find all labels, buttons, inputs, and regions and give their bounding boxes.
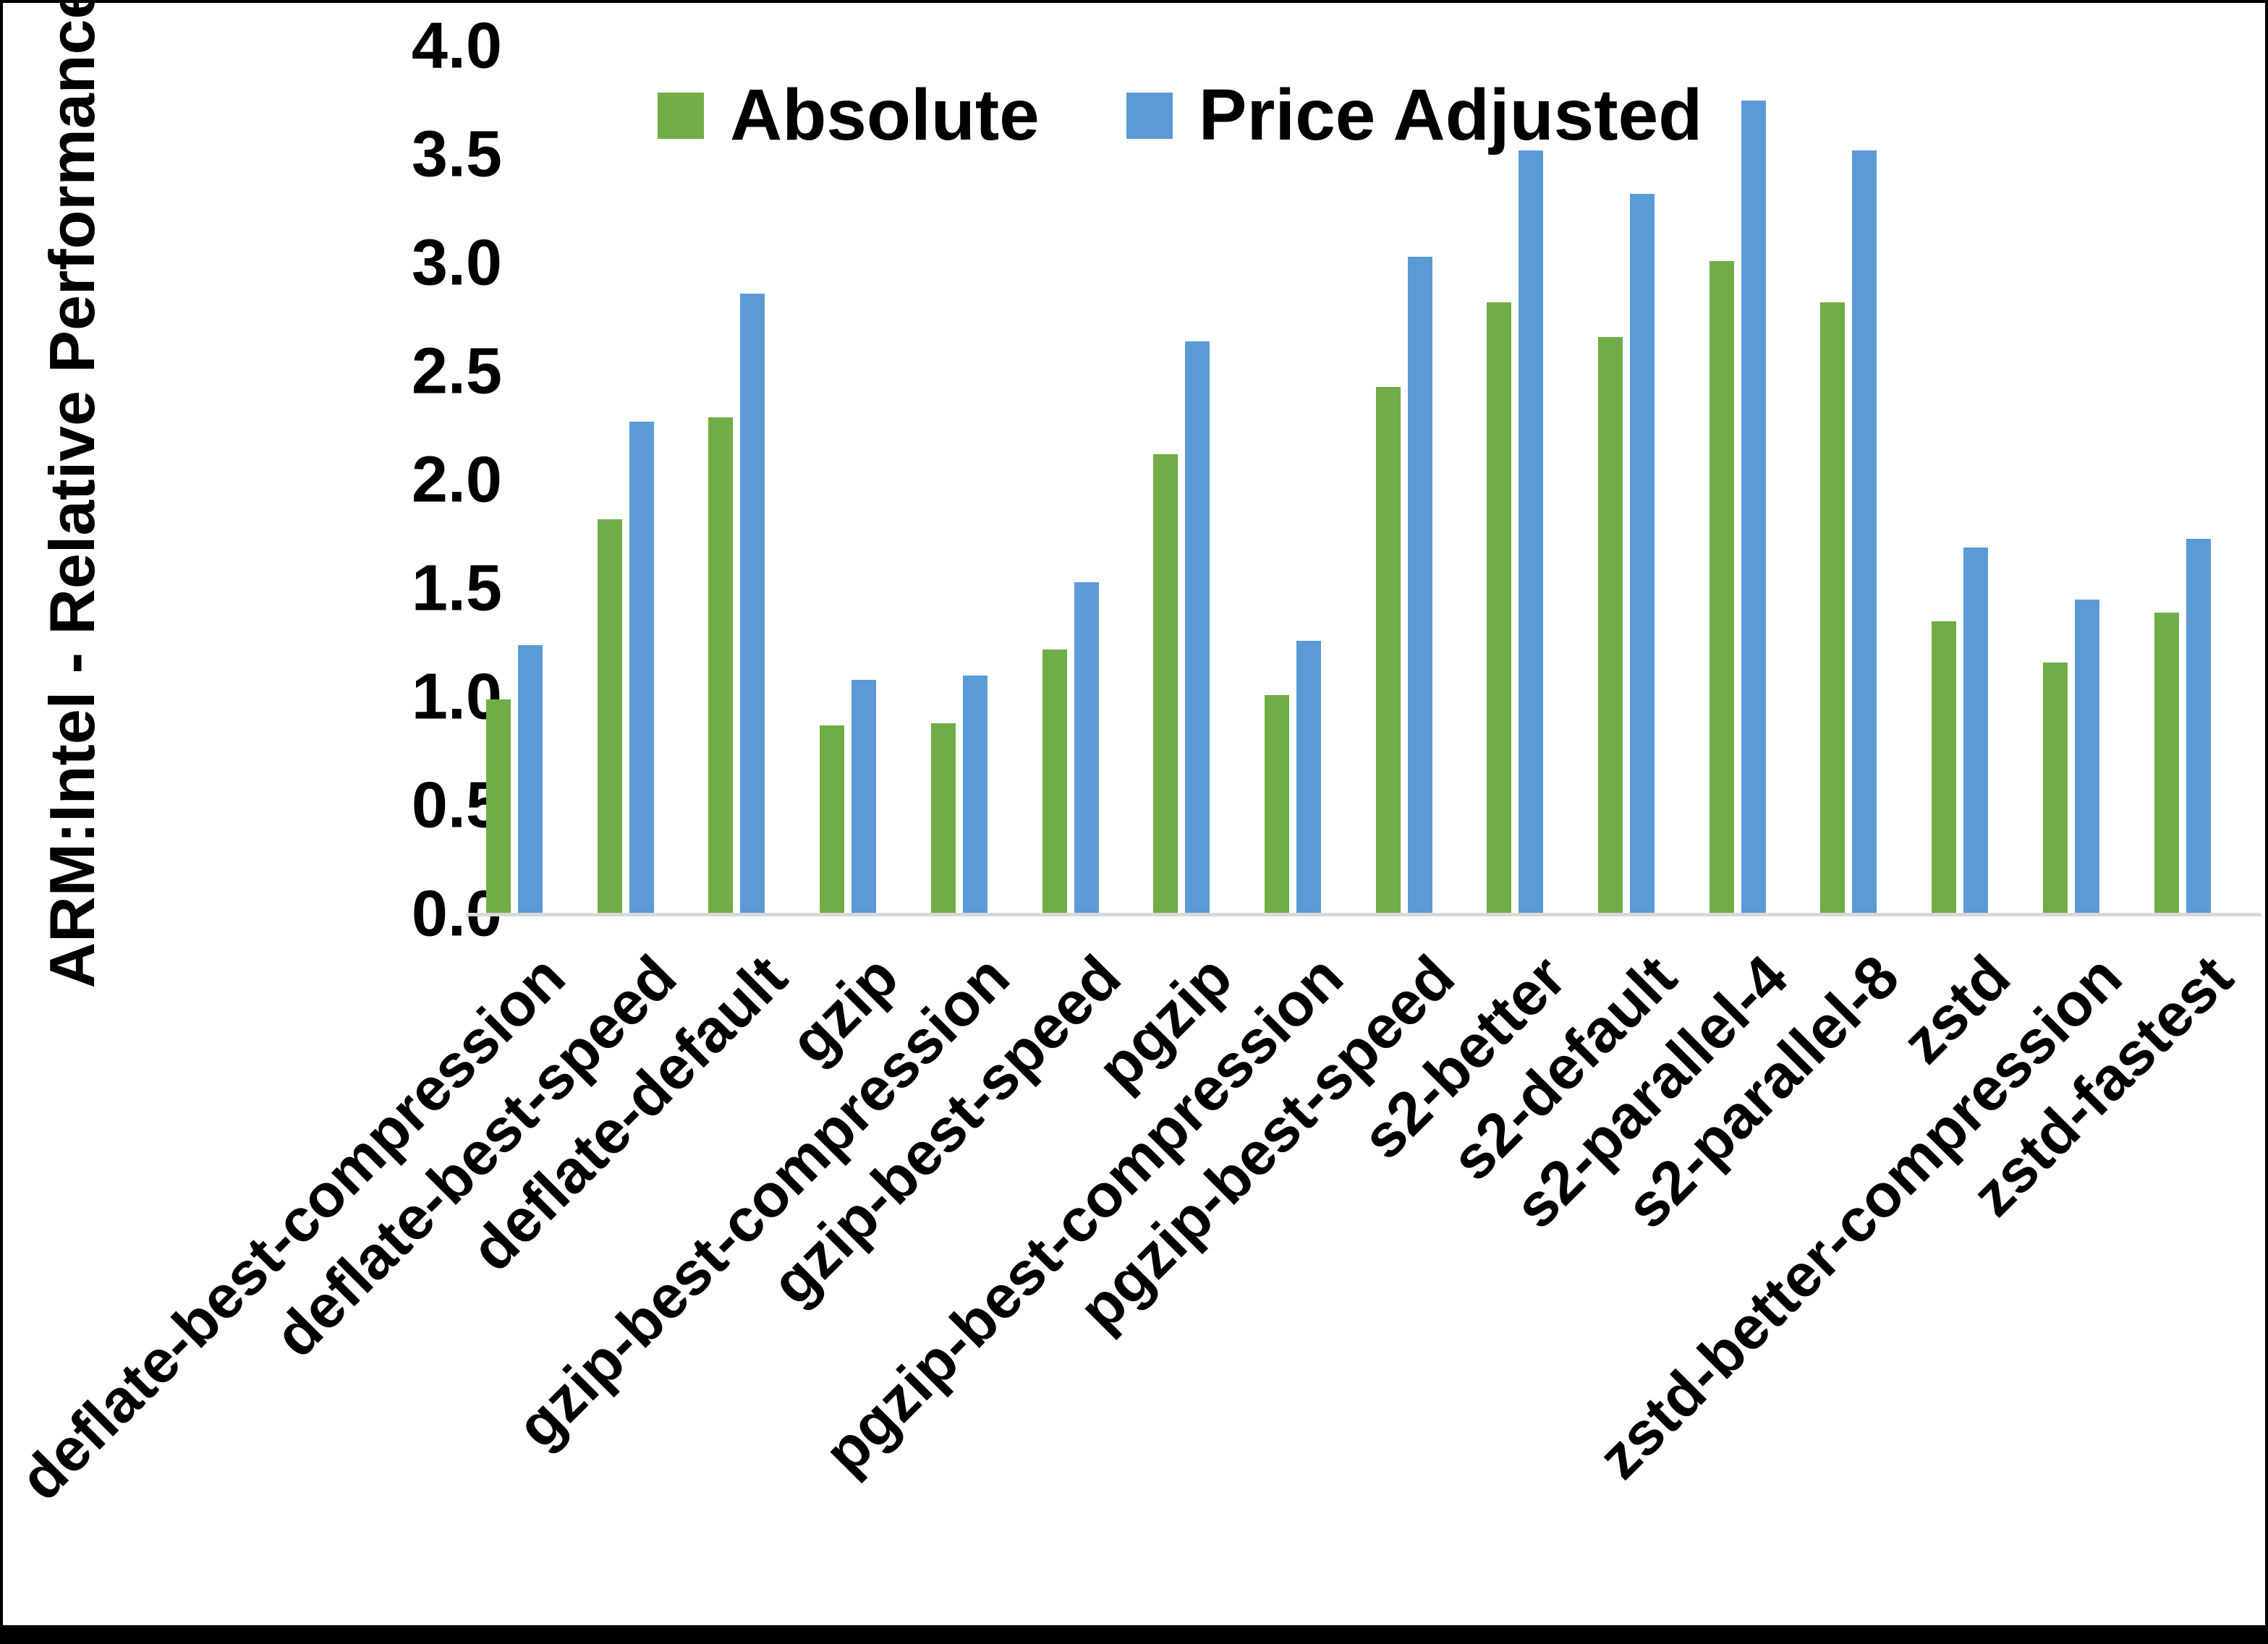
legend-swatch-price-adjusted-icon xyxy=(1126,92,1173,139)
bar-absolute-s2-better xyxy=(1487,302,1512,914)
bar-price-adjusted-pgzip-best-compression xyxy=(1296,641,1321,914)
bar-absolute-deflate-best-speed xyxy=(597,519,622,914)
plot-area xyxy=(3,3,2265,1625)
bar-absolute-zstd-fastest xyxy=(2154,613,2179,914)
bar-absolute-deflate-default xyxy=(708,417,734,914)
bar-price-adjusted-gzip xyxy=(851,680,877,914)
bar-absolute-zstd-better-compression xyxy=(2042,663,2068,914)
bar-absolute-gzip-best-compression xyxy=(930,723,956,914)
bar-price-adjusted-s2-better xyxy=(1519,150,1544,914)
bar-price-adjusted-s2-parallel-8 xyxy=(1852,150,1877,914)
y-tick-3.0: 3.0 xyxy=(411,226,502,299)
bar-price-adjusted-pgzip-best-speed xyxy=(1407,257,1432,914)
bar-price-adjusted-gzip-best-speed xyxy=(1074,582,1099,914)
legend-swatch-absolute-icon xyxy=(658,92,704,139)
y-tick-1.5: 1.5 xyxy=(411,552,502,625)
bar-price-adjusted-gzip-best-compression xyxy=(962,676,988,914)
legend-item-price-adjusted: Price Adjusted xyxy=(1126,74,1702,157)
legend-label-price-adjusted: Price Adjusted xyxy=(1198,74,1703,156)
legend-item-absolute: Absolute xyxy=(658,74,1040,157)
bar-absolute-s2-parallel-8 xyxy=(1820,302,1846,914)
y-tick-2.0: 2.0 xyxy=(411,443,502,516)
bar-absolute-s2-parallel-4 xyxy=(1709,261,1734,914)
bar-absolute-pgzip xyxy=(1153,454,1178,914)
bar-absolute-gzip-best-speed xyxy=(1042,649,1067,914)
bar-price-adjusted-deflate-best-speed xyxy=(629,422,654,914)
legend-label-absolute: Absolute xyxy=(730,74,1040,156)
x-axis-line xyxy=(466,913,2261,916)
y-tick-3.5: 3.5 xyxy=(411,118,502,191)
bar-price-adjusted-deflate-best-compression xyxy=(518,645,543,914)
bar-absolute-zstd xyxy=(1932,621,1957,914)
bar-price-adjusted-zstd-better-compression xyxy=(2074,600,2099,914)
bar-absolute-deflate-best-compression xyxy=(486,699,511,914)
bar-absolute-pgzip-best-compression xyxy=(1264,695,1289,914)
bar-price-adjusted-deflate-default xyxy=(740,294,765,914)
y-tick-2.5: 2.5 xyxy=(411,335,502,408)
bar-absolute-pgzip-best-speed xyxy=(1375,387,1401,914)
bar-price-adjusted-pgzip xyxy=(1185,341,1210,914)
legend: Absolute Price Adjusted xyxy=(658,74,1702,157)
y-axis-tick-labels: 4.0 3.5 3.0 2.5 2.0 1.5 1.0 0.5 0.0 xyxy=(220,3,502,1015)
bar-price-adjusted-s2-parallel-4 xyxy=(1741,101,1766,914)
y-tick-4.0: 4.0 xyxy=(411,9,502,82)
bar-price-adjusted-zstd-fastest xyxy=(2186,539,2211,914)
bar-price-adjusted-zstd xyxy=(1963,548,1989,914)
bar-absolute-gzip xyxy=(820,725,845,914)
bar-absolute-s2-default xyxy=(1598,337,1623,914)
bar-price-adjusted-s2-default xyxy=(1630,194,1655,914)
